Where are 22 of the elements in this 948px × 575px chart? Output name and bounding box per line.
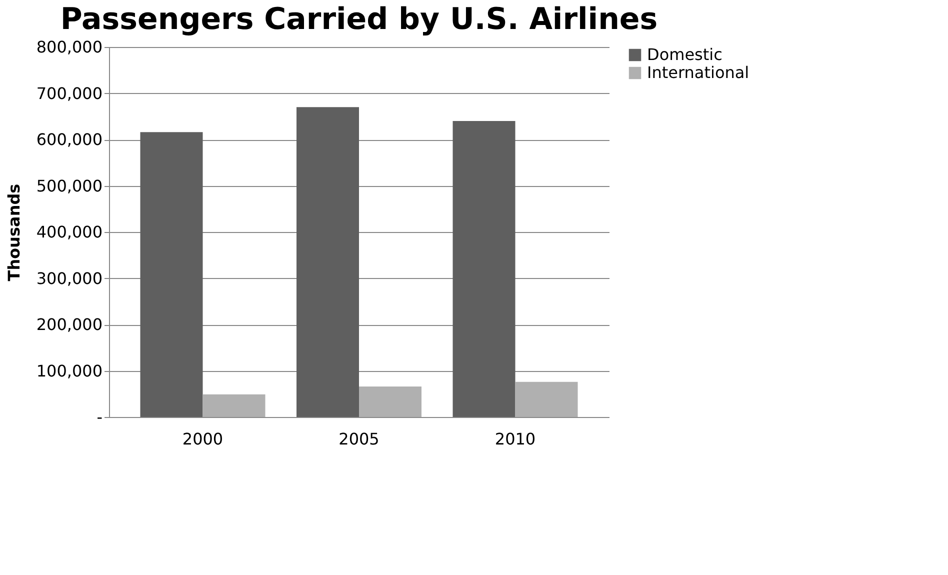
legend-label: International (647, 63, 750, 82)
chart-title: Passengers Carried by U.S. Airlines (60, 2, 658, 37)
y-tick-label: 700,000 (36, 84, 102, 103)
bar (452, 121, 516, 417)
y-tick-label: 300,000 (36, 268, 102, 288)
y-tick-label: 200,000 (36, 315, 102, 334)
y-tick-label: 400,000 (36, 222, 102, 242)
bar (359, 386, 422, 417)
x-tick-label: 2000 (182, 430, 224, 448)
y-axis-title: Thousands (4, 184, 24, 282)
bar (296, 107, 359, 417)
bar (515, 382, 578, 417)
y-tick-label: 100,000 (36, 361, 102, 380)
x-tick-label: 2010 (494, 430, 536, 448)
y-tick-label: - (96, 408, 102, 426)
y-tick-label: 500,000 (36, 176, 102, 196)
legend-label: Domestic (647, 45, 722, 64)
y-tick-label: 600,000 (36, 130, 102, 149)
x-tick-label: 2005 (338, 430, 380, 448)
y-tick-label: 800,000 (36, 38, 102, 56)
bar (140, 132, 203, 417)
bar (202, 394, 266, 417)
